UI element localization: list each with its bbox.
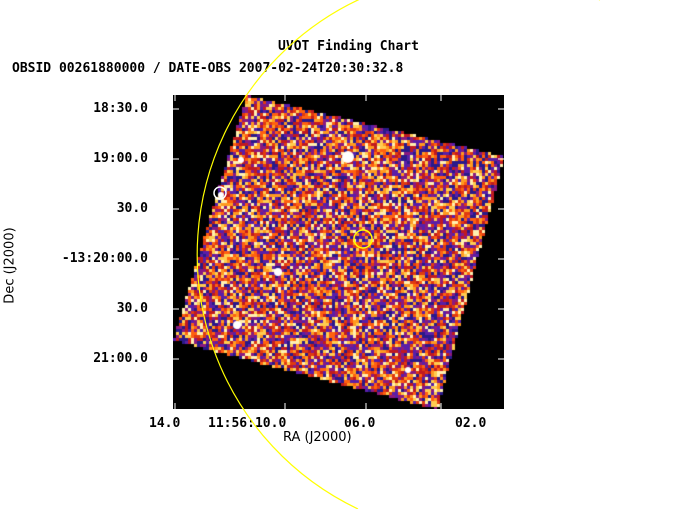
x-axis-label: RA (J2000)	[283, 430, 352, 445]
chart-subtitle: OBSID 00261880000 / DATE-OBS 2007-02-24T…	[12, 61, 404, 76]
y-tick-label: 30.0	[116, 201, 148, 216]
x-tick-label: 11:56:10.0	[208, 416, 287, 431]
chart-title: UVOT Finding Chart	[278, 39, 419, 54]
source-marker-white	[213, 186, 227, 200]
uvot-sky-image	[173, 95, 504, 409]
axis-ticks	[173, 95, 504, 409]
x-tick-label: 06.0	[344, 416, 376, 431]
source-marker-yellow	[353, 229, 373, 249]
x-tick-label: 02.0	[455, 416, 487, 431]
y-tick-label: 18:30.0	[93, 101, 148, 116]
y-tick-label: -13:20:00.0	[61, 251, 148, 266]
x-tick-label: 14.0	[149, 416, 181, 431]
error-circle-arc	[196, 0, 600, 509]
y-tick-label: 21:00.0	[93, 351, 148, 366]
y-tick-label: 30.0	[116, 301, 148, 316]
y-tick-label: 19:00.0	[93, 151, 148, 166]
